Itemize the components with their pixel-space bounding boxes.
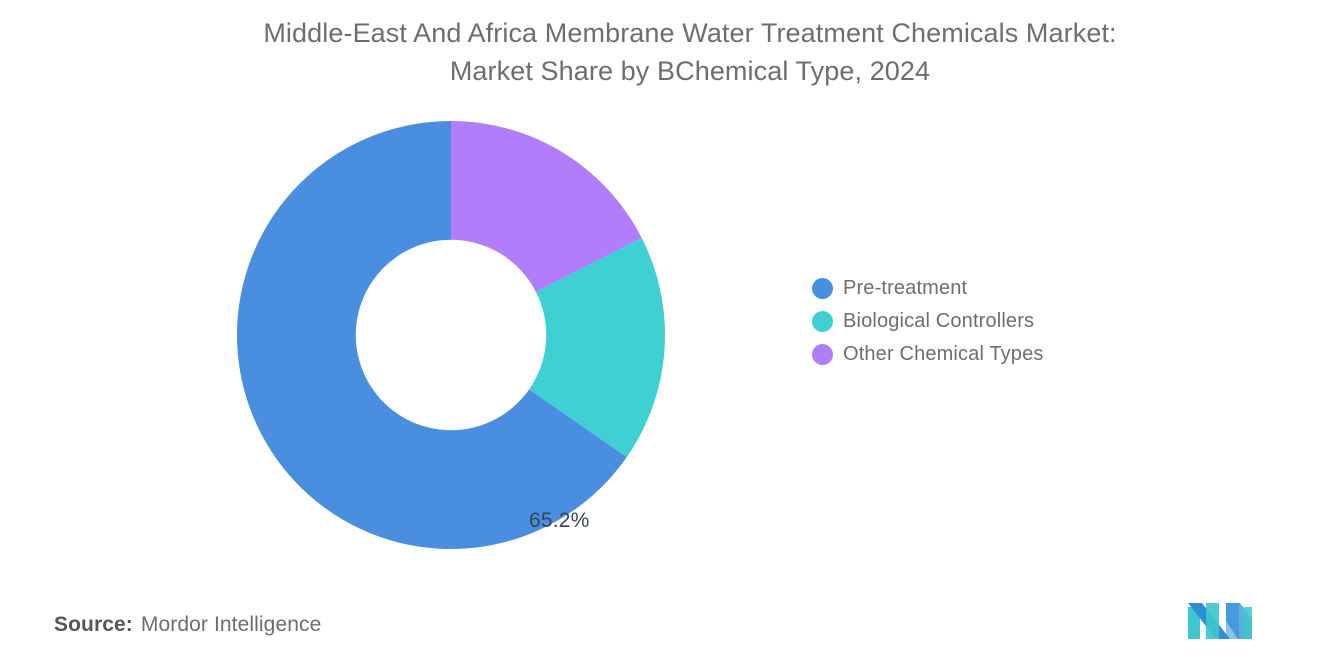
pie-slice-other-chemical-types[interactable] [451,121,642,292]
donut-slices [237,121,665,549]
chart-legend: Pre-treatment Biological Controllers Oth… [812,272,1232,371]
pie-slice-pre-treatment[interactable] [237,121,627,549]
mordor-intelligence-logo-icon [1186,599,1254,639]
legend-item-biological-controllers[interactable]: Biological Controllers [812,305,1232,338]
donut-chart: 65.2% [237,121,665,549]
source-value: Mordor Intelligence [140,613,322,636]
legend-item-pre-treatment[interactable]: Pre-treatment [812,272,1232,305]
page-title: Middle-East And Africa Membrane Water Tr… [263,18,1117,86]
source-label: Source: [54,613,133,636]
source-attribution: Source: Mordor Intelligence [54,613,321,637]
legend-swatch-icon-other-chemical-types [812,344,833,365]
legend-label-pre-treatment: Pre-treatment [843,277,968,299]
slice-data-label-pre-treatment: 65.2% [529,509,590,532]
donut-chart-svg [237,121,665,549]
legend-label-biological-controllers: Biological Controllers [843,310,1035,332]
pie-slice-biological-controllers[interactable] [529,237,665,458]
legend-swatch-icon-biological-controllers [812,311,833,332]
legend-label-other-chemical-types: Other Chemical Types [843,343,1044,365]
legend-swatch-icon-pre-treatment [812,278,833,299]
legend-item-other-chemical-types[interactable]: Other Chemical Types [812,338,1232,371]
